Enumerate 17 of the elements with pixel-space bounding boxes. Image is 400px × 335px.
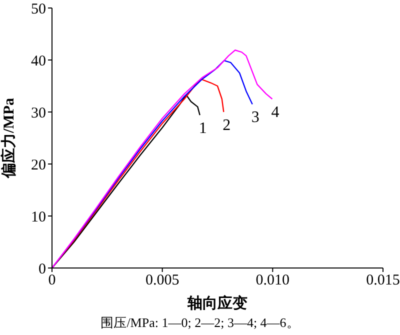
y-tick-label: 40 [31, 53, 46, 70]
y-tick-label: 0 [38, 261, 46, 278]
x-axis-title: 轴向应变 [186, 294, 248, 312]
x-tick-label: 0.005 [145, 272, 180, 289]
text: 围压/MPa: 1—0; 2—2; 3—4; 4—6。 [100, 314, 300, 332]
y-tick-label: 30 [31, 105, 46, 122]
series-label: 3 [251, 109, 260, 126]
y-axis-title: 偏应力/MPa [0, 98, 18, 179]
series-label: 2 [222, 117, 231, 134]
series-label: 4 [271, 104, 280, 121]
x-tick-label: 0.010 [256, 272, 290, 289]
y-tick-label: 50 [31, 1, 46, 18]
y-tick-label: 20 [31, 157, 46, 174]
x-tick-label: 0 [48, 272, 56, 289]
series-label: 1 [198, 120, 207, 138]
y-tick-label: 10 [31, 209, 46, 226]
x-tick-label: 0.015 [366, 272, 400, 289]
